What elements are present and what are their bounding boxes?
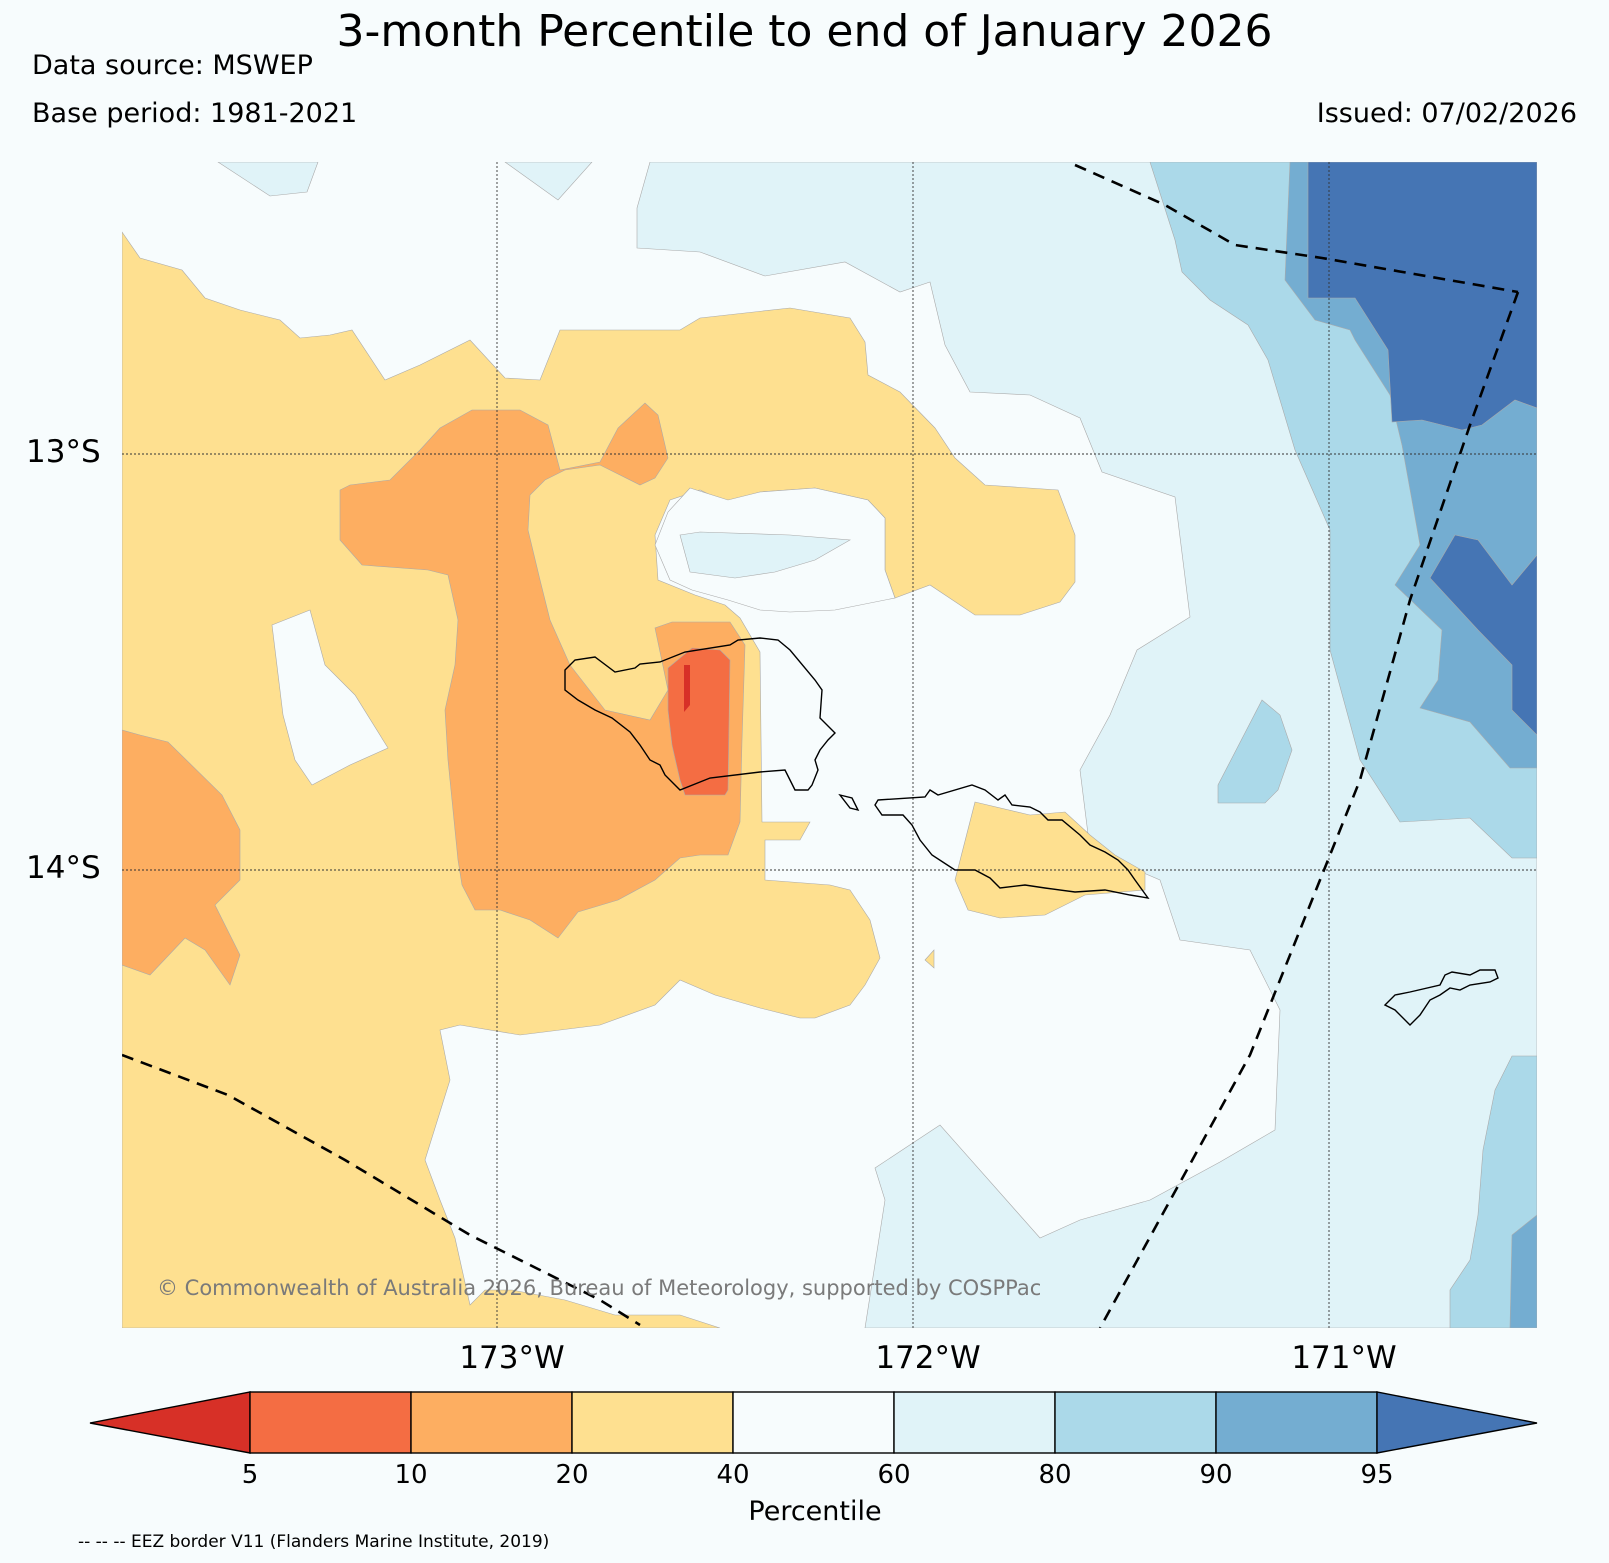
colorbar-tick: 60 [877,1460,911,1490]
colorbar-tick: 90 [1199,1460,1233,1490]
colorbar-segment-90-95 [1215,1391,1378,1454]
band-5-10 [667,647,731,796]
band-10-20-west [122,729,241,986]
lat-label-13s: 13°S [26,434,101,470]
lat-label-14s: 14°S [26,850,101,886]
band-60-80-pocket [679,531,851,579]
band-20-40-speck [924,949,935,969]
map-plot-area [122,162,1537,1328]
coastlines [564,637,1499,1026]
colorbar-extend-high [1376,1391,1538,1454]
savaii-coast [564,637,836,791]
eez-border [122,163,1520,1328]
band-40-60-pocket-west [271,609,389,786]
band-20-40-island [954,801,1146,919]
band-60-80-north-b [504,162,593,201]
colorbar [89,1391,1538,1454]
colorbar-tick: 80 [1038,1460,1072,1490]
american-samoa-coast [1383,969,1499,1026]
data-source-text: Data source: MSWEP [32,50,313,81]
colorbar-tick: 5 [241,1460,259,1490]
upolu-coast [838,784,1150,899]
base-period-text: Base period: 1981-2021 [32,98,358,129]
colorbar-segment-60-80 [893,1391,1056,1454]
issued-date-text: Issued: 07/02/2026 [1316,98,1577,129]
colorbar-segment-80-90 [1054,1391,1217,1454]
colorbar-tick: 10 [394,1460,428,1490]
colorbar-segment-5-10 [249,1391,412,1454]
lon-label-172w: 172°W [875,1340,981,1376]
lon-label-173w: 173°W [459,1340,565,1376]
lon-label-171w: 171°W [1291,1340,1397,1376]
colorbar-extend-low [89,1391,251,1454]
band-below-5 [684,665,690,712]
colorbar-tick: 95 [1360,1460,1394,1490]
copyright-text: © Commonwealth of Australia 2026, Bureau… [157,1276,1042,1300]
band-90-95-southeast [1509,1214,1537,1328]
band-above-95-east [1429,534,1537,736]
band-80-90-island [1217,699,1293,804]
colorbar-tick: 40 [716,1460,750,1490]
colorbar-label: Percentile [748,1496,882,1527]
colorbar-segment-10-20 [410,1391,573,1454]
map-title: 3-month Percentile to end of January 202… [336,6,1273,57]
band-above-95-north [1307,162,1537,431]
colorbar-segment-20-40 [571,1391,734,1454]
band-60-80-north-a [217,162,319,197]
eez-legend-note: -- -- -- EEZ border V11 (Flanders Marine… [78,1532,550,1552]
colorbar-segment-40-60 [732,1391,895,1454]
band-10-20-central [339,402,746,939]
colorbar-tick: 20 [555,1460,589,1490]
